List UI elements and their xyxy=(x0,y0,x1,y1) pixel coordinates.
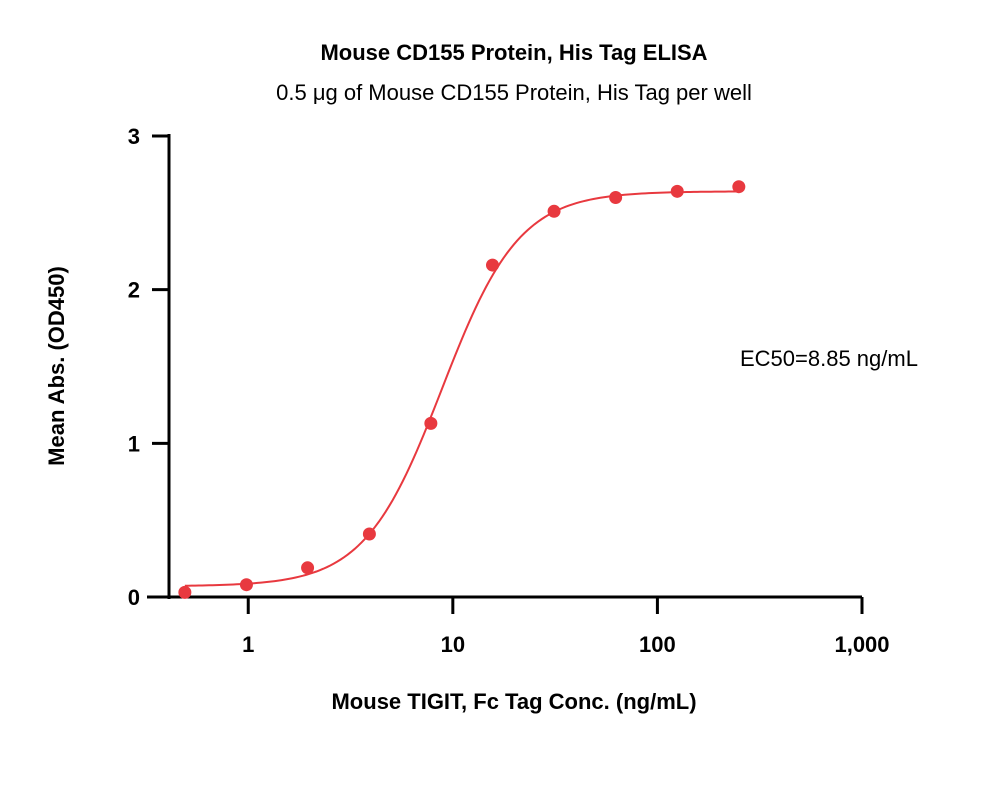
data-point xyxy=(178,585,192,599)
data-point xyxy=(547,204,561,218)
y-tick-label: 0 xyxy=(128,585,140,610)
chart-title: Mouse CD155 Protein, His Tag ELISA xyxy=(320,40,707,65)
x-tick-label: 100 xyxy=(639,632,676,657)
data-points xyxy=(178,180,746,599)
x-axis-label: Mouse TIGIT, Fc Tag Conc. (ng/mL) xyxy=(331,689,696,714)
data-point xyxy=(362,527,376,541)
chart-subtitle: 0.5 μg of Mouse CD155 Protein, His Tag p… xyxy=(276,80,752,105)
y-ticks: 0 1 2 3 xyxy=(128,124,169,610)
x-tick-label: 10 xyxy=(441,632,465,657)
data-point xyxy=(609,190,623,204)
data-point xyxy=(424,416,438,430)
data-point xyxy=(239,578,253,592)
y-tick-label: 1 xyxy=(128,431,140,456)
y-axis-label: Mean Abs. (OD450) xyxy=(44,266,69,466)
x-tick-label: 1 xyxy=(242,632,254,657)
fit-curve xyxy=(184,190,739,587)
data-point xyxy=(486,258,500,272)
y-tick-label: 2 xyxy=(128,278,140,303)
x-ticks: 1 10 100 1,000 xyxy=(242,597,890,657)
data-point xyxy=(670,184,684,198)
data-point xyxy=(732,180,746,194)
y-tick-label: 3 xyxy=(128,124,140,149)
data-point xyxy=(301,561,315,575)
x-tick-label: 1,000 xyxy=(834,632,889,657)
ec50-annotation: EC50=8.85 ng/mL xyxy=(740,346,918,371)
